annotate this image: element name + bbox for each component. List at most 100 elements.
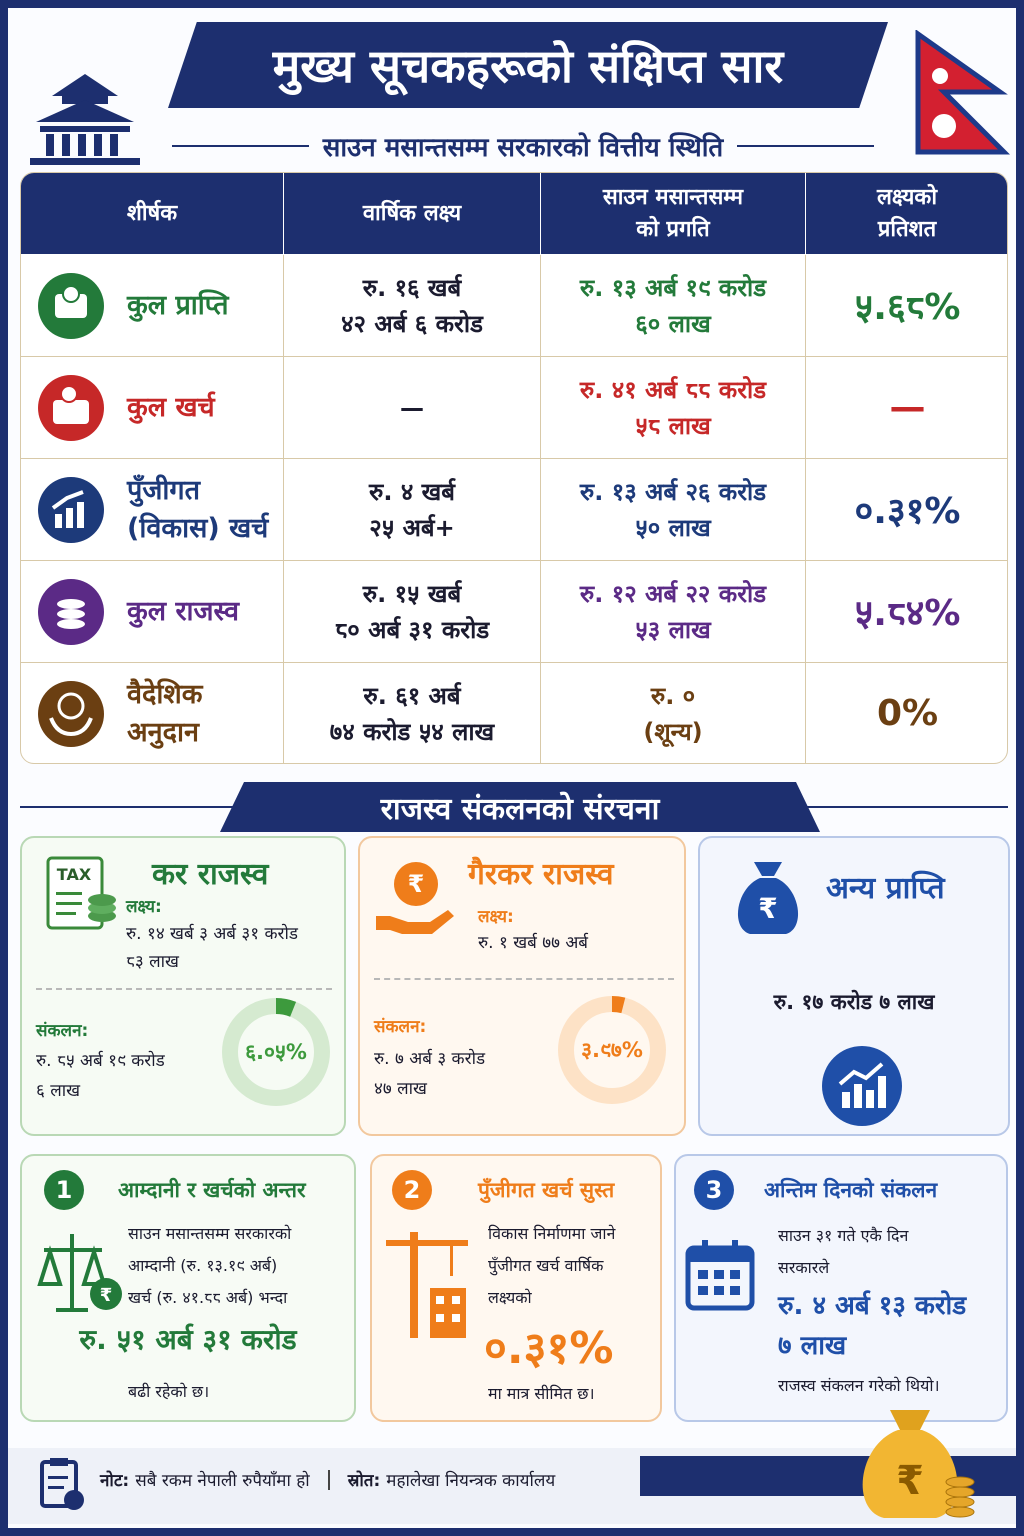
note-icon — [40, 1458, 84, 1510]
line: रु. ४१ अर्ब ८८ करोड — [579, 375, 767, 404]
point-card: 1 आम्दानी र खर्चको अन्तर ₹ साउन मसान्तसम… — [20, 1154, 356, 1422]
separator — [327, 1469, 330, 1490]
tax-icon: TAX — [46, 856, 116, 930]
other-card: ₹ अन्य प्राप्ति रु. १७ करोड ७ लाख — [698, 836, 1010, 1136]
row-label: कुल खर्च — [21, 357, 284, 459]
point-highlight: रु. ५१ अर्ब ३१ करोड — [22, 1320, 354, 1358]
point-after: बढी रहेको छ। — [128, 1382, 210, 1401]
point-text: साउन ३१ गते एकै दिन सरकारले — [778, 1220, 908, 1284]
target-value: रु. १ खर्ब ७७ अर्ब — [478, 930, 588, 953]
line: ४७ लाख — [374, 1079, 427, 1099]
target-label: लक्ष्य: — [126, 897, 162, 917]
svg-text:₹: ₹ — [408, 870, 425, 898]
line: रु. ६१ अर्ब — [363, 681, 461, 710]
row-title: कुल प्राप्ति — [127, 287, 229, 325]
line: रु. १६ खर्ब — [362, 273, 462, 302]
line: पुँजीगत — [127, 474, 200, 506]
target: रु. ६१ अर्ब ७४ करोड ५४ लाख — [284, 663, 541, 763]
line: लक्ष्यको — [876, 184, 938, 210]
point-number: 2 — [392, 1170, 432, 1210]
line: लक्ष्यको — [488, 1288, 532, 1307]
point-after: मा मात्र सीमित छ। — [488, 1384, 595, 1403]
line: रु. १२ अर्ब २२ करोड — [579, 579, 767, 608]
percent: ५.८४% — [806, 561, 1007, 663]
line: साउन मसान्तसम्म सरकारको — [128, 1224, 292, 1243]
line: पुँजीगत खर्च वार्षिक — [488, 1256, 604, 1275]
line: को प्रगति — [636, 216, 710, 242]
calendar-icon — [685, 1240, 755, 1311]
point-title: अन्तिम दिनको संकलन — [764, 1178, 938, 1202]
row-icon — [38, 272, 104, 339]
line: ६० लाख — [635, 309, 711, 338]
line: ०.३१% — [484, 1323, 614, 1374]
donut-label: ३.९७% — [581, 1038, 643, 1062]
line: ६ लाख — [36, 1081, 81, 1101]
row-title: कुल खर्च — [127, 389, 215, 427]
line: रु. ४ अर्ब १३ करोड — [778, 1291, 967, 1321]
balance-icon: ₹ — [37, 1234, 122, 1312]
svg-text:₹: ₹ — [758, 892, 777, 925]
donut-label: ६.०५% — [245, 1040, 307, 1064]
collected-label: संकलन: — [374, 1017, 427, 1037]
card-title: कर राजस्व — [152, 857, 269, 892]
target: रु. १५ खर्ब ८० अर्ब ३१ करोड — [284, 561, 541, 663]
line: रु. १४ खर्ब ३ अर्ब ३१ करोड — [126, 924, 299, 944]
row-icon — [38, 476, 104, 543]
point-title: पुँजीगत खर्च सुस्त — [478, 1178, 615, 1202]
line: वैदेशिक — [127, 678, 203, 710]
row-label: कुल प्राप्ति — [21, 255, 284, 357]
tax-card: TAX कर राजस्व लक्ष्य: रु. १४ खर्ब ३ अर्ब… — [20, 836, 346, 1136]
section-title: राजस्व संकलनको संरचना — [220, 782, 820, 832]
line: — — [400, 393, 424, 422]
donut: ६.०५% — [222, 998, 330, 1106]
line: ४२ अर्ब ६ करोड — [341, 309, 483, 338]
target-label: लक्ष्य: — [478, 907, 514, 927]
row-title: कुल राजस्व — [127, 593, 239, 631]
line: ७ लाख — [778, 1331, 847, 1361]
tax-icon-text: TAX — [57, 865, 92, 884]
rupee-hand-icon: ₹ — [376, 862, 454, 934]
summary-table: शीर्षक वार्षिक लक्ष्य साउन मसान्तसम्म को प्… — [20, 172, 1008, 764]
line: ८० अर्ब ३१ करोड — [334, 615, 490, 644]
note: सबै रकम नेपाली रुपैयाँमा हो — [135, 1471, 310, 1491]
target: रु. १६ खर्ब ४२ अर्ब ६ करोड — [284, 255, 541, 357]
crane-icon — [386, 1232, 468, 1338]
line: प्रतिशत — [877, 216, 937, 242]
row-icon — [38, 680, 104, 747]
donut-arc — [558, 996, 666, 1104]
svg-text:₹: ₹ — [100, 1285, 113, 1306]
source-label: स्रोत: — [347, 1471, 381, 1491]
collected-value: रु. ७ अर्ब ३ करोड ४७ लाख — [374, 1044, 485, 1104]
point-text: विकास निर्माणमा जाने पुँजीगत खर्च वार्षिक… — [488, 1218, 615, 1314]
amount: रु. १७ करोड ७ लाख — [773, 990, 935, 1014]
line: आम्दानी (रु. १३.१९ अर्ब) — [128, 1256, 278, 1275]
divider — [36, 988, 332, 990]
line: कुल राजस्व — [127, 595, 240, 627]
nontax-card: ₹ गैरकर राजस्व लक्ष्य: रु. १ खर्ब ७७ अर्… — [358, 836, 686, 1136]
line: ५३ लाख — [635, 615, 711, 644]
footer-text: नोट: सबै रकम नेपाली रुपैयाँमा हो स्रोत: मह… — [100, 1468, 555, 1491]
target: — — [284, 357, 541, 459]
donut: ३.९७% — [558, 996, 666, 1104]
line: विकास निर्माणमा जाने — [488, 1224, 616, 1243]
line: वार्षिक लक्ष्य — [362, 200, 462, 226]
row-icon — [38, 374, 104, 441]
progress: रु. ० (शून्य) — [541, 663, 806, 763]
progress: रु. ४१ अर्ब ८८ करोड ५८ लाख — [541, 357, 806, 459]
line: कुल खर्च — [127, 391, 215, 423]
line: साउन ३१ गते एकै दिन — [778, 1226, 909, 1245]
collected-label: संकलन: — [36, 1021, 89, 1041]
donut-arc — [222, 998, 330, 1106]
point-number: 3 — [694, 1170, 734, 1210]
collected-value: रु. ८५ अर्ब १९ करोड ६ लाख — [36, 1046, 165, 1106]
point-card: 2 पुँजीगत खर्च सुस्त विकास निर्माणमा जान… — [370, 1154, 662, 1422]
line: कुल प्राप्ति — [127, 289, 229, 321]
point-card: 3 अन्तिम दिनको संकलन साउन ३१ गते एकै दिन… — [674, 1154, 1008, 1422]
point-after: राजस्व संकलन गरेको थियो। — [778, 1376, 940, 1395]
percent: 0% — [806, 663, 1007, 763]
gold-bag-icon: ₹ — [862, 1410, 975, 1518]
point-highlight: ०.३१% — [484, 1316, 613, 1376]
point-title: आम्दानी र खर्चको अन्तर — [118, 1178, 306, 1202]
line: २५ अर्ब+ — [369, 513, 455, 542]
